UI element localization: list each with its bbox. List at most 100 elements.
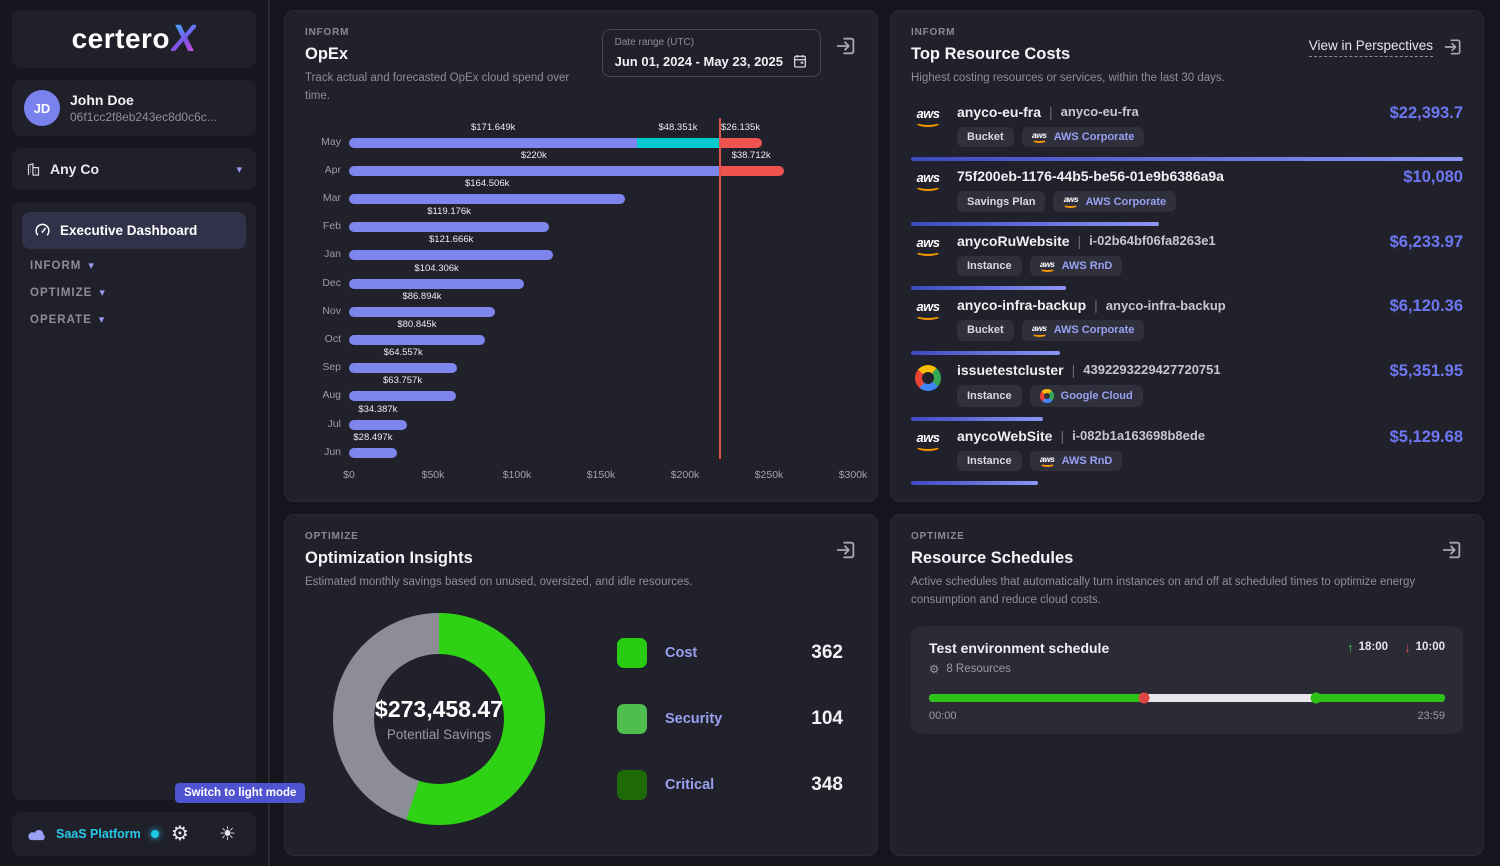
donut-legend: Cost 362 Security 104 Critical 348 <box>617 638 843 801</box>
aws-icon-smile <box>1031 331 1047 337</box>
gear-icon[interactable]: ⚙ <box>171 823 189 845</box>
bar-value-label: $38.712k <box>731 149 771 161</box>
aws-icon-text: aws <box>916 299 940 315</box>
aws-icon-smile <box>915 118 941 127</box>
bar-segment <box>349 165 719 176</box>
legend-label: Security <box>665 711 723 728</box>
aws-icon-smile <box>915 247 941 256</box>
legend-item: Critical 348 <box>617 770 843 801</box>
legend-count: 348 <box>811 774 843 796</box>
resource-name-line: anyco-infra-backup | anyco-infra-backup <box>957 297 1368 313</box>
bar-segment <box>349 391 457 402</box>
legend-item: Cost 362 <box>617 638 843 669</box>
nav-item-executive-dashboard[interactable]: Executive Dashboard <box>22 212 246 249</box>
month-label: Jul <box>327 417 341 430</box>
date-range-label: Date range (UTC) <box>614 37 695 48</box>
nav-section-inform[interactable]: INFORM ▾ <box>22 249 246 276</box>
brand-logo: certero X <box>12 10 256 68</box>
axis-tick-label: $0 <box>343 469 355 481</box>
cost-progress-bar <box>911 416 1044 421</box>
resource-row[interactable]: aws 75f200eb-1176-44b5-be56-01e9b6386a9a S… <box>911 168 1463 226</box>
power-off-arrow-icon: ↓ <box>1404 639 1411 655</box>
google-cloud-icon <box>915 364 941 391</box>
account-tag: aws AWS RnD <box>1029 450 1123 471</box>
resource-row[interactable]: issuetestcluster | 4392293229427720751 Inst… <box>911 362 1463 421</box>
cloud-icon <box>26 827 48 842</box>
separator: | <box>1049 103 1053 120</box>
month-label: Apr <box>324 163 341 176</box>
light-mode-icon[interactable]: ☀ <box>218 823 236 845</box>
bar <box>349 391 853 402</box>
legend-count: 104 <box>811 708 843 730</box>
bar <box>349 137 853 148</box>
legend-swatch <box>617 770 647 801</box>
bar-segment <box>349 222 550 233</box>
timeline-on-segment <box>1316 693 1445 702</box>
resource-name: anycoRuWebsite <box>957 232 1070 249</box>
bar-track: $64.557k <box>349 347 853 374</box>
resource-name: issuetestcluster <box>957 361 1064 378</box>
bar-value-label: $26.135k <box>721 121 761 133</box>
potential-savings-value: $273,458.47 <box>375 696 503 723</box>
nav-section-operate[interactable]: OPERATE ▾ <box>22 303 246 330</box>
open-in-icon[interactable] <box>835 35 857 57</box>
company-selector[interactable]: Any Co ▾ <box>12 148 256 190</box>
month-label: Jun <box>324 445 341 458</box>
opex-chart-row: May $171.649k $48.351k $26.135k <box>305 122 857 149</box>
optimization-insights-card: OPTIMIZE Optimization Insights Estimated… <box>284 514 878 856</box>
chevron-down-icon: ▾ <box>88 260 95 272</box>
aws-icon-text: aws <box>1063 194 1079 205</box>
user-info: John Doe 06f1cc2f8eb243ec8d0c6c... <box>70 92 217 124</box>
opex-card: INFORM OpEx Track actual and forecasted … <box>284 10 878 502</box>
open-in-icon[interactable] <box>1441 539 1463 561</box>
bar <box>349 222 853 233</box>
resource-id: anyco-eu-fra <box>1060 104 1139 120</box>
open-in-icon[interactable] <box>1443 37 1463 57</box>
resource-id: anyco-infra-backup <box>1105 297 1226 313</box>
bar-track: $86.894k <box>349 291 853 318</box>
bar-track: $34.387k <box>349 404 853 431</box>
resource-row[interactable]: aws anyco-infra-backup | anyco-infra-backup… <box>911 297 1463 355</box>
resource-type-tag: Instance <box>957 255 1022 277</box>
bar-value-label: $80.845k <box>397 319 437 331</box>
potential-savings-label: Potential Savings <box>386 727 492 743</box>
nav-active-label: Executive Dashboard <box>60 223 198 238</box>
nav-menu: Executive Dashboard INFORM ▾ OPTIMIZE ▾ … <box>12 202 256 800</box>
resource-cost: $6,120.36 <box>1389 297 1463 316</box>
separator: | <box>1077 232 1082 249</box>
aws-icon: aws <box>1039 260 1055 273</box>
power-on-arrow-icon: ↑ <box>1347 639 1354 655</box>
axis-tick-label: $100k <box>502 469 532 481</box>
light-mode-tooltip: Switch to light mode <box>175 783 306 803</box>
resource-name-line: anyco-eu-fra | anyco-eu-fra <box>957 104 1368 120</box>
resource-row-main: aws anycoRuWebsite | i-02b64bf06fa8263e1 Ins… <box>911 233 1463 277</box>
bar-track: $104.306k <box>349 263 853 290</box>
resource-row[interactable]: aws anycoRuWebsite | i-02b64bf06fa8263e1 Ins… <box>911 233 1463 291</box>
nav-section-optimize[interactable]: OPTIMIZE ▾ <box>22 276 246 303</box>
resource-row[interactable]: aws anyco-eu-fra | anyco-eu-fra Bucket aws AWS… <box>911 104 1463 162</box>
resource-row[interactable]: aws anycoWebSite | i-082b1a163698b8ede Insta… <box>911 428 1463 485</box>
account-tag: aws AWS Corporate <box>1021 126 1145 148</box>
resource-type-tag: Instance <box>957 384 1022 407</box>
sidebar: certero X JD John Doe 06f1cc2f8eb243ec8d0… <box>0 0 270 866</box>
main-content: INFORM OpEx Track actual and forecasted … <box>270 0 1500 866</box>
view-in-perspectives-link[interactable]: View in Perspectives <box>1308 38 1433 57</box>
axis-tick-label: $50k <box>421 469 445 481</box>
date-range-picker[interactable]: Date range (UTC) Jun 01, 2024 - May 23, … <box>601 29 821 77</box>
aws-icon-smile <box>1063 202 1079 208</box>
bar-track: $63.757k <box>349 375 853 402</box>
opex-chart-row: Oct $80.845k <box>305 319 857 346</box>
opex-x-axis: $0 $50k $100k $150k $200k $250k $300k <box>343 467 867 485</box>
schedule-item[interactable]: Test environment schedule ⚙ 8 Resources … <box>911 625 1463 734</box>
axis-tick-label: $250k <box>754 469 784 481</box>
user-profile[interactable]: JD John Doe 06f1cc2f8eb243ec8d0c6c... <box>12 80 256 136</box>
open-in-icon[interactable] <box>835 539 857 561</box>
opex-chart-row: Jan $121.666k <box>305 234 857 261</box>
resource-tags: Bucket aws AWS Corporate <box>957 126 1368 148</box>
resource-cost: $10,080 <box>1403 168 1463 187</box>
bar-track: $171.649k $48.351k $26.135k <box>349 122 853 149</box>
account-tag: aws AWS Corporate <box>1021 320 1145 341</box>
bar <box>349 363 853 374</box>
axis-tick-label: $150k <box>586 469 616 481</box>
bar-segment <box>718 137 763 148</box>
